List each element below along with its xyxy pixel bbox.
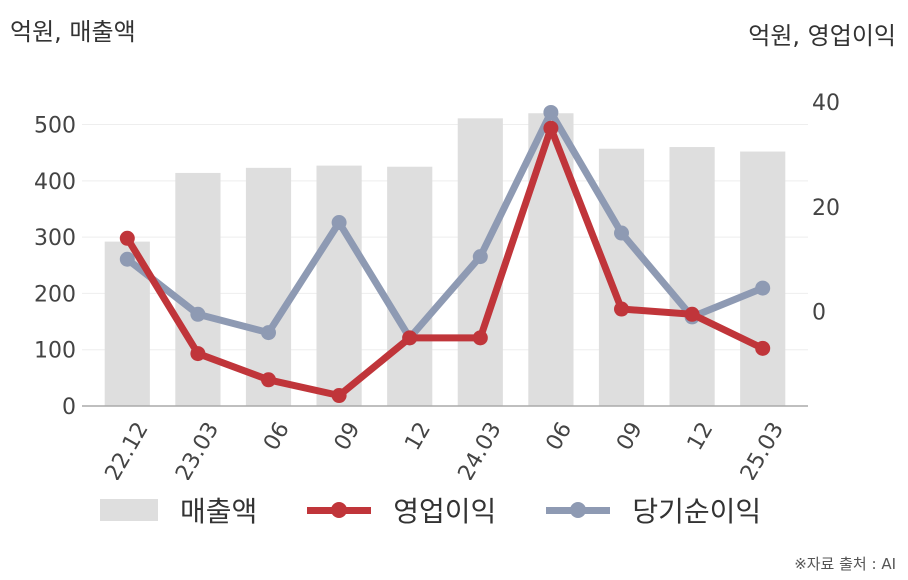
x-tick-label: 23.03 bbox=[171, 418, 224, 480]
x-tick-label: 09 bbox=[612, 418, 648, 455]
operating-profit-point bbox=[402, 330, 418, 346]
net-income-point bbox=[261, 325, 276, 341]
operating-profit-point bbox=[331, 388, 347, 404]
operating-profit-point bbox=[472, 330, 488, 346]
operating-profit-point bbox=[261, 372, 276, 388]
bar-sales bbox=[740, 151, 786, 406]
x-tick-label: 22.12 bbox=[101, 418, 154, 480]
x-tick-label: 06 bbox=[259, 418, 295, 455]
operating-profit-line bbox=[123, 124, 767, 400]
bar-sales bbox=[245, 167, 292, 406]
left-tick-label: 400 bbox=[34, 170, 76, 195]
net-income-point bbox=[543, 104, 559, 120]
operating-profit-point bbox=[755, 340, 771, 356]
x-tick-label: 12 bbox=[683, 418, 719, 455]
left-tick-label: 100 bbox=[34, 339, 76, 364]
right-axis-unit: 억원, 영업이익 bbox=[748, 22, 896, 50]
legend-label-net-income: 당기순이익 bbox=[632, 495, 762, 528]
legend-label-operating-profit: 영업이익 bbox=[393, 495, 497, 528]
legend: 매출액 영업이익 당기순이익 bbox=[100, 490, 811, 530]
net-income-point bbox=[614, 225, 629, 241]
left-tick-label: 500 bbox=[34, 114, 76, 139]
x-tick-label: 12 bbox=[400, 418, 436, 455]
net-income-point bbox=[472, 249, 488, 265]
legend-swatch-operating-profit bbox=[307, 497, 372, 523]
x-tick-label: 24.03 bbox=[454, 418, 507, 480]
operating-profit-point bbox=[190, 346, 206, 362]
legend-swatch-sales bbox=[100, 499, 158, 521]
operating-profit-point bbox=[543, 120, 559, 136]
net-income-point bbox=[755, 280, 771, 296]
bar-sales bbox=[387, 166, 433, 406]
x-tick-label: 25.03 bbox=[736, 418, 789, 480]
net-income-point bbox=[331, 215, 347, 231]
left-tick-label: 0 bbox=[62, 395, 76, 420]
operating-profit-point bbox=[119, 230, 135, 246]
net-income-line bbox=[123, 108, 767, 342]
net-income-point bbox=[190, 306, 206, 322]
left-axis-unit: 억원, 매출액 bbox=[10, 18, 136, 46]
left-tick-label: 300 bbox=[34, 226, 76, 251]
bar-sales bbox=[528, 113, 574, 406]
legend-item-sales: 매출액 bbox=[100, 490, 257, 530]
right-tick-label: 0 bbox=[812, 301, 826, 326]
bar-sales bbox=[175, 172, 221, 406]
legend-item-net-income: 당기순이익 bbox=[546, 490, 761, 530]
operating-profit-point bbox=[684, 306, 700, 322]
right-tick-label: 40 bbox=[812, 91, 840, 116]
operating-profit-point bbox=[614, 301, 629, 317]
left-tick-label: 200 bbox=[34, 282, 76, 307]
source-note: ※자료 출처 : AI bbox=[794, 555, 896, 573]
x-tick-label: 09 bbox=[330, 418, 366, 455]
bar-sales bbox=[316, 165, 362, 406]
net-income-point bbox=[119, 251, 135, 267]
legend-swatch-net-income bbox=[546, 497, 611, 523]
legend-label-sales: 매출액 bbox=[180, 495, 258, 528]
x-tick-label: 06 bbox=[542, 418, 578, 455]
combo-chart: 0 100 200 300 400 500 0 20 40 22.12 23.03 06 09 12 24.… bbox=[34, 91, 840, 480]
bar-sales bbox=[669, 147, 715, 406]
right-tick-label: 20 bbox=[812, 196, 840, 221]
legend-item-operating-profit: 영업이익 bbox=[307, 490, 496, 530]
